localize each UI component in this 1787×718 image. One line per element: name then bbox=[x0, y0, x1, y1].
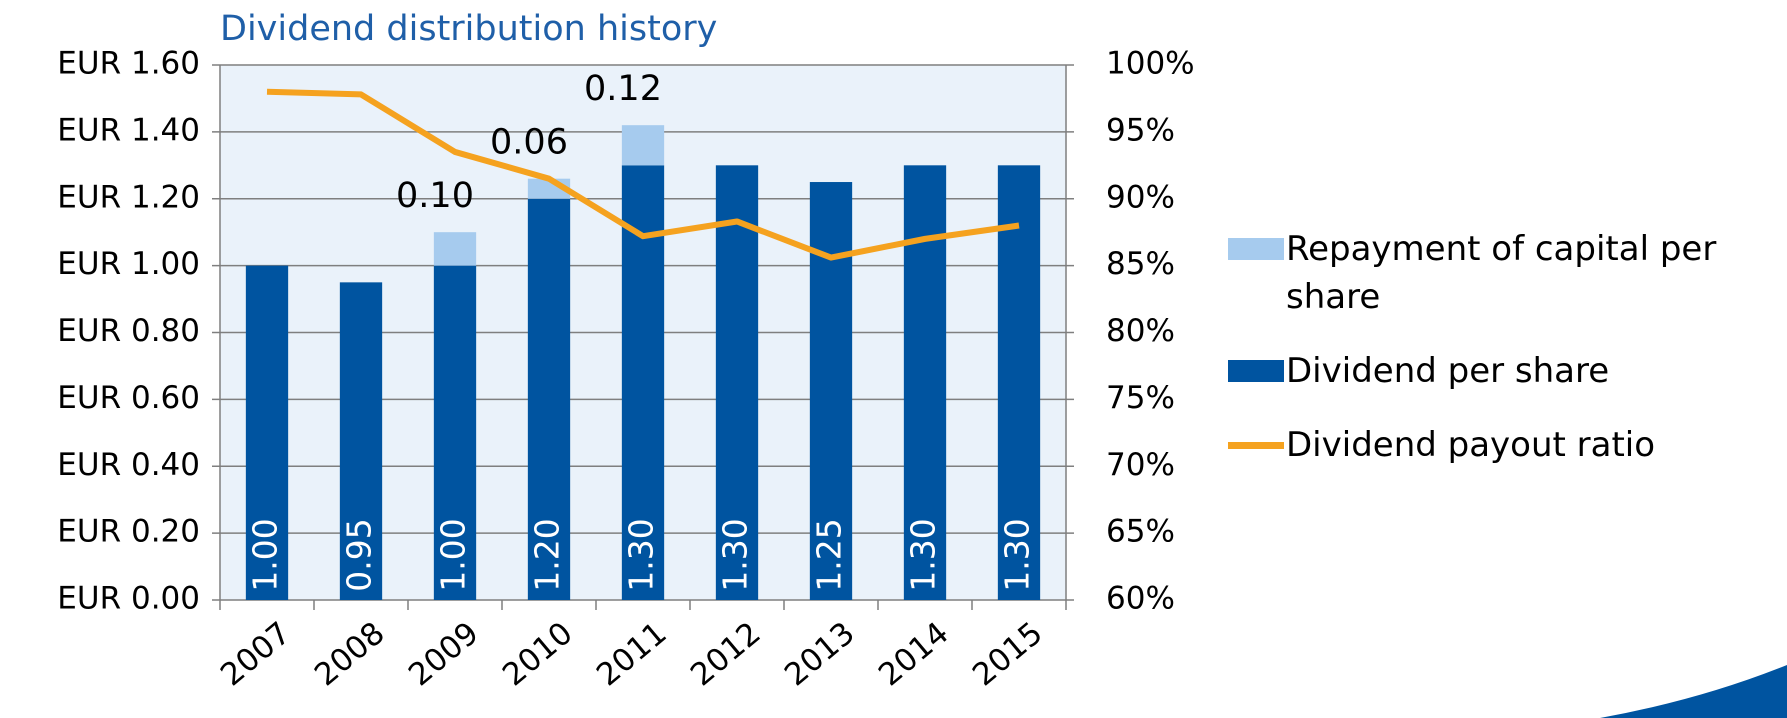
y2-tick-label: 60% bbox=[1106, 581, 1175, 617]
data-label: 0.10 bbox=[396, 176, 474, 216]
data-label: 1.00 bbox=[246, 518, 285, 591]
data-label: 1.00 bbox=[434, 518, 473, 591]
legend-label: Repayment of capital per share bbox=[1286, 229, 1717, 317]
data-label: 1.25 bbox=[810, 518, 849, 591]
y-tick-label: EUR 1.60 bbox=[57, 46, 200, 82]
bar bbox=[715, 165, 759, 600]
x-tick-label: 2007 bbox=[214, 615, 298, 693]
x-tick-label: 2010 bbox=[496, 615, 580, 693]
y2-tick-label: 70% bbox=[1106, 447, 1175, 483]
y2-tick-label: 80% bbox=[1106, 313, 1175, 349]
data-label: 0.12 bbox=[584, 69, 662, 109]
line-series bbox=[266, 88, 1020, 261]
bar bbox=[527, 198, 571, 600]
data-label: 1.30 bbox=[716, 518, 755, 591]
legend-swatch bbox=[1228, 360, 1284, 382]
y-tick-label: EUR 0.20 bbox=[57, 514, 200, 550]
data-label: 0.06 bbox=[490, 123, 568, 163]
data-label: 1.30 bbox=[998, 518, 1037, 591]
legend-item: Dividend payout ratio bbox=[1228, 421, 1758, 469]
y2-tick-label: 75% bbox=[1106, 380, 1175, 416]
x-tick-label: 2012 bbox=[684, 615, 768, 693]
x-tick-label: 2015 bbox=[966, 615, 1050, 693]
x-tick-label: 2014 bbox=[872, 615, 956, 693]
legend-swatch bbox=[1228, 238, 1284, 260]
x-tick-label: 2011 bbox=[590, 615, 674, 693]
y2-tick-label: 85% bbox=[1106, 246, 1175, 282]
y-tick-label: EUR 0.40 bbox=[57, 447, 200, 483]
bar bbox=[621, 125, 665, 166]
y-tick-label: EUR 0.80 bbox=[57, 313, 200, 349]
data-label: 1.20 bbox=[528, 518, 567, 591]
data-label: 1.30 bbox=[622, 518, 661, 591]
decor-swoosh bbox=[1600, 665, 1787, 718]
bar bbox=[997, 165, 1041, 600]
bar bbox=[433, 232, 477, 266]
y-tick-label: EUR 1.00 bbox=[57, 246, 200, 282]
data-label: 0.95 bbox=[340, 518, 379, 591]
y-tick-label: EUR 0.60 bbox=[57, 380, 200, 416]
bar bbox=[433, 265, 477, 600]
y-tick-label: EUR 1.20 bbox=[57, 179, 200, 215]
y2-tick-label: 95% bbox=[1106, 112, 1175, 148]
bar bbox=[245, 265, 289, 600]
data-label: 1.30 bbox=[904, 518, 943, 591]
x-tick-label: 2009 bbox=[402, 615, 486, 693]
y2-tick-label: 100% bbox=[1106, 46, 1195, 82]
x-tick-label: 2013 bbox=[778, 615, 862, 693]
legend-item: Dividend per share bbox=[1228, 347, 1758, 395]
legend-swatch bbox=[1228, 442, 1284, 449]
bar bbox=[339, 282, 383, 600]
x-tick-label: 2008 bbox=[308, 615, 392, 693]
chart-title: Dividend distribution history bbox=[220, 9, 717, 49]
legend-label: Dividend per share bbox=[1286, 351, 1610, 391]
legend: Repayment of capital per share Dividend p… bbox=[1228, 225, 1758, 495]
y2-tick-label: 90% bbox=[1106, 179, 1175, 215]
y-tick-label: EUR 0.00 bbox=[57, 581, 200, 617]
legend-label: Dividend payout ratio bbox=[1286, 425, 1656, 465]
y-tick-label: EUR 1.40 bbox=[57, 112, 200, 148]
legend-item: Repayment of capital per share bbox=[1228, 225, 1758, 321]
y2-tick-label: 65% bbox=[1106, 514, 1175, 550]
